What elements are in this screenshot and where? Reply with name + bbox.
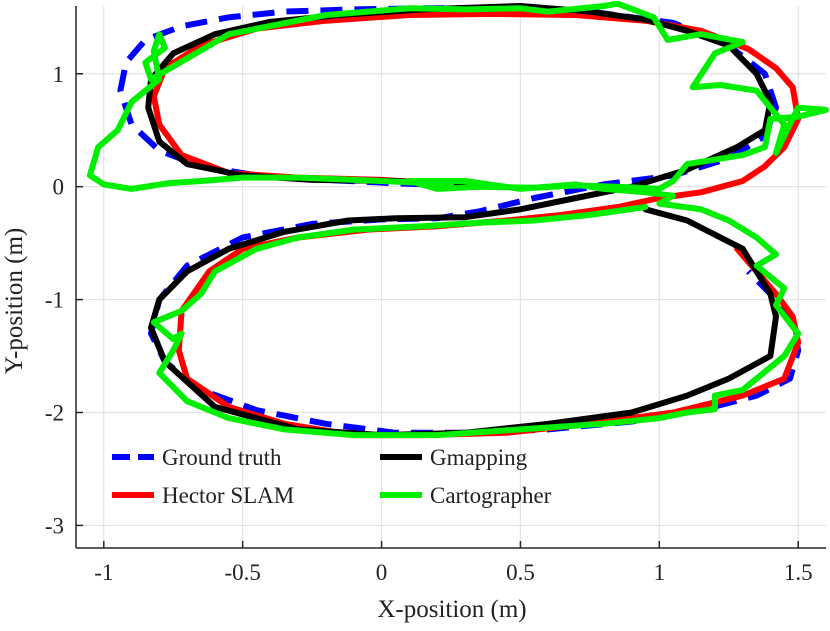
x-tick-label: 1.5	[784, 560, 813, 585]
y-tick-label: -2	[45, 401, 64, 426]
x-tick-label: -0.5	[224, 560, 260, 585]
series-line-ground-truth	[117, 5, 802, 436]
legend: Ground truth Hector SLAM Gmapping Cartograp…	[112, 445, 552, 508]
legend-item: Gmapping	[380, 445, 528, 470]
y-tick-label: -1	[45, 288, 64, 313]
legend-item: Hector SLAM	[112, 483, 294, 508]
legend-label: Ground truth	[162, 445, 282, 470]
axes: -1 -0.5 0 0.5 1 1.5 -3 -2 -1 0 1	[45, 6, 826, 585]
legend-item: Ground truth	[112, 445, 282, 470]
x-tick-label: -1	[94, 560, 113, 585]
x-tick-label: 0.5	[506, 560, 535, 585]
y-tick-label: 0	[53, 175, 65, 200]
y-tick-label: 1	[53, 62, 65, 87]
series-line-cartographer	[86, 0, 829, 439]
plot-series	[86, 0, 829, 439]
legend-label: Cartographer	[430, 483, 552, 508]
legend-item: Cartographer	[380, 483, 552, 508]
legend-label: Hector SLAM	[162, 483, 294, 508]
x-tick-label: 0	[376, 560, 388, 585]
series-line-gmapping	[145, 3, 779, 439]
x-axis-label: X-position (m)	[377, 596, 526, 623]
y-tick-label: -3	[45, 513, 64, 538]
legend-label: Gmapping	[430, 445, 528, 470]
grid	[76, 6, 826, 548]
x-tick-label: 1	[654, 560, 666, 585]
y-axis-label: Y-position (m)	[1, 228, 28, 375]
